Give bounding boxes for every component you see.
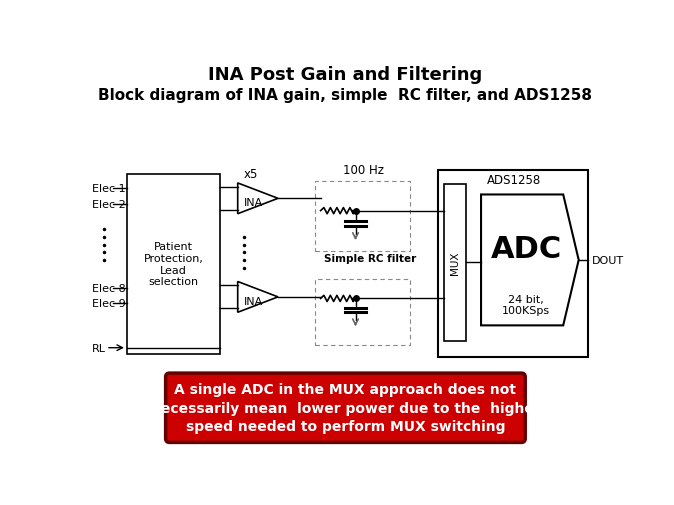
Text: A single ADC in the MUX approach does not
necessarily mean  lower power due to t: A single ADC in the MUX approach does no… — [150, 383, 541, 433]
Text: Simple RC filter: Simple RC filter — [324, 254, 417, 264]
Bar — [437, 171, 588, 357]
Text: ADC: ADC — [491, 234, 561, 263]
Text: Elec 2: Elec 2 — [92, 200, 126, 210]
Bar — [315, 182, 410, 251]
Bar — [444, 185, 466, 341]
Text: Patient
Protection,
Lead
selection: Patient Protection, Lead selection — [144, 242, 204, 287]
Text: RL: RL — [92, 343, 106, 353]
Text: INA: INA — [243, 198, 263, 208]
Text: x5: x5 — [244, 168, 258, 181]
Text: MUX: MUX — [450, 251, 460, 274]
Text: 100 Hz: 100 Hz — [343, 164, 384, 177]
Text: Elec 1: Elec 1 — [92, 184, 125, 194]
Text: INA Post Gain and Filtering: INA Post Gain and Filtering — [208, 66, 483, 83]
Bar — [315, 280, 410, 345]
Text: Elec 8: Elec 8 — [92, 283, 126, 293]
Text: Elec 9: Elec 9 — [92, 298, 126, 309]
Text: 24 bit,
100KSps: 24 bit, 100KSps — [502, 294, 550, 316]
Bar — [127, 174, 220, 354]
Text: Block diagram of INA gain, simple  RC filter, and ADS1258: Block diagram of INA gain, simple RC fil… — [98, 88, 592, 103]
Text: ADS1258: ADS1258 — [487, 173, 541, 186]
Text: INA: INA — [243, 296, 263, 306]
FancyBboxPatch shape — [166, 373, 525, 442]
Text: DOUT: DOUT — [592, 256, 624, 266]
